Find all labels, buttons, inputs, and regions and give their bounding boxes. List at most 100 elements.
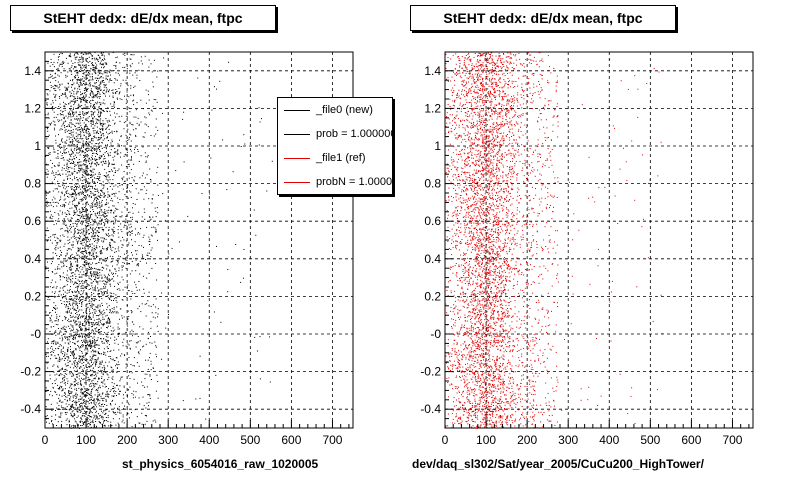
data-point [92, 117, 94, 119]
data-point [92, 127, 94, 129]
data-point [48, 77, 50, 79]
data-point [82, 393, 84, 395]
data-point [111, 250, 113, 252]
data-point [120, 83, 122, 85]
data-point [60, 416, 62, 418]
data-point [85, 342, 86, 344]
data-point [88, 252, 90, 253]
data-point [58, 264, 60, 266]
data-point [122, 345, 124, 347]
data-point [102, 382, 104, 384]
data-point [92, 253, 94, 255]
data-point [79, 70, 80, 72]
data-point [79, 170, 81, 172]
data-point [73, 93, 75, 95]
data-point [93, 205, 95, 207]
data-point [62, 378, 63, 380]
data-point [94, 150, 96, 151]
data-point [86, 389, 88, 391]
data-point [92, 340, 94, 342]
data-point [65, 202, 67, 204]
data-point [114, 106, 115, 108]
data-point [78, 59, 80, 60]
data-point [157, 129, 159, 131]
data-point [58, 416, 60, 418]
data-point [52, 340, 54, 342]
data-point [63, 260, 65, 262]
data-point [104, 425, 106, 427]
data-point [85, 394, 86, 396]
data-point [106, 341, 107, 342]
data-point [81, 328, 83, 330]
data-point [107, 194, 109, 196]
data-point [76, 100, 78, 101]
data-point [54, 233, 56, 235]
data-point [86, 132, 88, 134]
data-point [97, 145, 99, 147]
data-point [62, 220, 63, 222]
data-point [54, 129, 55, 131]
data-point [89, 169, 91, 171]
data-point [68, 310, 70, 312]
data-point [135, 284, 137, 286]
data-point [108, 278, 110, 280]
data-point [130, 140, 132, 142]
data-point [63, 265, 65, 267]
data-point [107, 125, 109, 127]
data-point [55, 311, 56, 313]
data-point [124, 355, 126, 356]
data-point [129, 371, 131, 373]
data-point [106, 260, 107, 262]
data-point [77, 318, 79, 320]
data-point [82, 151, 84, 152]
data-point [93, 211, 94, 212]
data-point [77, 53, 79, 55]
data-point [92, 262, 93, 264]
data-point [75, 310, 77, 311]
data-point [83, 358, 85, 360]
data-point [84, 224, 86, 226]
data-point [67, 362, 69, 364]
data-point [67, 270, 68, 272]
data-point [103, 342, 105, 344]
data-point [54, 380, 56, 382]
data-point [85, 366, 87, 368]
data-point [76, 314, 78, 316]
data-point [72, 193, 74, 195]
data-point [64, 93, 66, 95]
data-point [97, 372, 99, 374]
data-point [130, 148, 131, 150]
data-point [63, 377, 65, 379]
data-point [91, 282, 93, 284]
data-point [87, 285, 89, 287]
data-point [111, 400, 113, 402]
data-point [113, 167, 115, 169]
data-point [121, 421, 123, 423]
data-point [147, 394, 149, 395]
data-point [116, 367, 118, 369]
data-point [104, 284, 106, 286]
data-point [68, 211, 70, 213]
data-point [87, 223, 89, 225]
data-point [73, 309, 75, 311]
data-point [92, 314, 94, 316]
data-point [113, 216, 115, 218]
data-point [100, 193, 101, 195]
data-point [92, 229, 94, 231]
data-point [129, 172, 131, 174]
data-point [136, 253, 138, 255]
data-point [84, 125, 86, 127]
data-point [99, 149, 100, 150]
data-point [72, 330, 74, 332]
data-point [94, 236, 96, 238]
data-point [110, 334, 112, 335]
data-point [103, 57, 105, 59]
data-point [106, 249, 108, 251]
data-point [112, 163, 114, 165]
data-point [93, 271, 95, 273]
data-point [227, 269, 229, 270]
data-point [105, 63, 107, 65]
data-point [107, 121, 109, 123]
data-point [78, 401, 80, 402]
data-point [124, 66, 126, 68]
